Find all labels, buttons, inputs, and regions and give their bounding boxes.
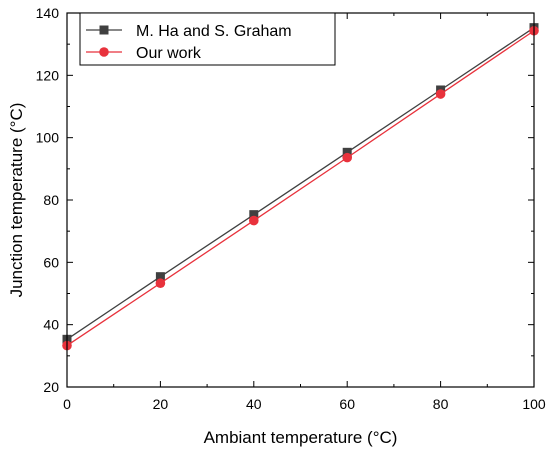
x-tick-label: 100 bbox=[522, 396, 546, 412]
x-tick-label: 80 bbox=[433, 396, 449, 412]
legend-label: M. Ha and S. Graham bbox=[136, 23, 292, 40]
series-ha-graham-point bbox=[342, 147, 352, 157]
series-ha-graham-point bbox=[249, 210, 259, 220]
series-our-work-point bbox=[155, 278, 166, 289]
legend-label: Our work bbox=[136, 45, 202, 62]
plot-frame bbox=[66, 12, 535, 388]
x-tick-label: 40 bbox=[246, 396, 262, 412]
y-tick-label: 80 bbox=[43, 192, 59, 208]
series-our-work-point bbox=[342, 152, 353, 163]
legend-square-marker bbox=[99, 25, 109, 35]
y-tick-label: 120 bbox=[36, 67, 60, 83]
x-tick-label: 0 bbox=[63, 396, 71, 412]
series-our-work-point bbox=[435, 89, 446, 99]
series-our-work-point bbox=[249, 215, 259, 226]
series-ha-graham-line bbox=[66, 27, 535, 340]
series-our-work-line bbox=[66, 30, 535, 347]
y-tick-label: 100 bbox=[36, 130, 60, 146]
series-layer bbox=[62, 23, 539, 351]
x-tick-label: 60 bbox=[339, 396, 355, 412]
x-tick-label: 20 bbox=[153, 396, 169, 412]
legend-circle-marker bbox=[99, 47, 109, 57]
legend-box bbox=[79, 12, 336, 66]
legend: M. Ha and S. Graham Our work bbox=[79, 12, 336, 66]
x-axis-title: Ambiant temperature (°C) bbox=[204, 428, 398, 447]
y-tick-label: 20 bbox=[43, 379, 59, 395]
y-axis-title: Junction temperature (°C) bbox=[7, 103, 26, 298]
series-ha-graham-point bbox=[155, 272, 165, 282]
y-tick-label: 140 bbox=[36, 5, 60, 21]
y-tick-label: 60 bbox=[43, 254, 59, 270]
y-tick-label: 40 bbox=[43, 317, 59, 333]
